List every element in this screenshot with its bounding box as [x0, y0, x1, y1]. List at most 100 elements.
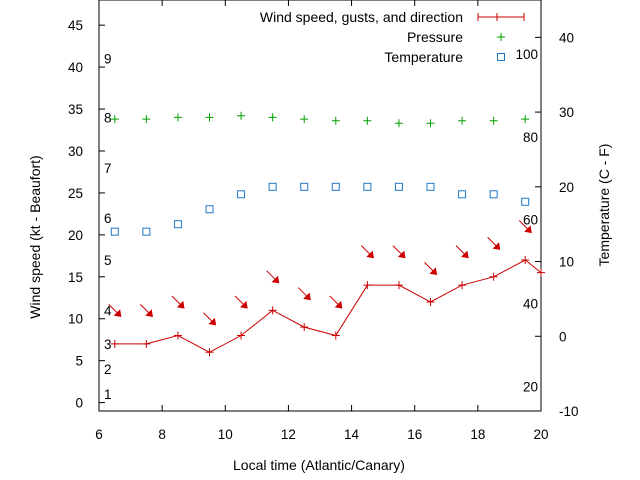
fahrenheit-label: 60	[523, 213, 538, 228]
pressure-point	[426, 119, 435, 128]
y-tick-label: 0	[75, 396, 83, 411]
beaufort-label: 3	[104, 337, 112, 352]
wind-arrow-head	[397, 250, 406, 259]
wind-arrow-head	[524, 225, 532, 234]
y-axis-label: Wind speed (kt - Beaufort)	[27, 155, 43, 318]
temperature-point	[205, 205, 214, 214]
wind-speed-point	[331, 331, 340, 340]
beaufort-label: 5	[104, 253, 112, 268]
x-tick-label: 16	[407, 427, 422, 442]
wind-direction-arrow	[329, 295, 343, 309]
wind-direction-arrow	[203, 312, 217, 326]
fahrenheit-label: 100	[515, 47, 538, 62]
fahrenheit-label: 20	[523, 379, 538, 394]
wind-speed-point	[489, 272, 498, 281]
temperature-point	[363, 182, 372, 191]
y-tick-label: 10	[68, 312, 83, 327]
y2-tick-label: 20	[559, 180, 574, 195]
pressure-point	[521, 115, 530, 124]
wind-arrow-head	[176, 300, 185, 309]
wind-speed-point	[110, 339, 119, 348]
pressure-point	[489, 116, 498, 125]
wind-speed-point	[173, 331, 182, 340]
wind-speed-point	[237, 331, 246, 340]
beaufort-label: 2	[104, 362, 112, 377]
temperature-point	[331, 182, 340, 191]
fahrenheit-label: 80	[523, 130, 538, 145]
wind-arrow-head	[113, 309, 122, 317]
wind-arrow-head	[366, 250, 374, 259]
legend-temperature-label: Temperature	[384, 49, 463, 65]
temperature-point	[268, 182, 277, 191]
legend-wind-label: Wind speed, gusts, and direction	[260, 9, 463, 25]
legend-wind-ticks	[477, 13, 525, 21]
y2-tick-label: -10	[559, 404, 579, 419]
beaufort-label: 4	[104, 303, 112, 318]
beaufort-label: 7	[104, 161, 112, 176]
y-tick-label: 40	[68, 60, 83, 75]
wind-speed-point	[521, 256, 530, 265]
wind-arrow-head	[145, 309, 153, 317]
wind-direction-arrow	[424, 262, 438, 276]
wind-direction-arrow	[455, 245, 469, 259]
temperature-point	[173, 220, 182, 229]
x-tick-label: 6	[95, 427, 103, 442]
temperature-point	[110, 227, 119, 236]
wind-speed-point	[537, 268, 545, 277]
plot-frame	[98, 0, 542, 412]
legend-pressure-label: Pressure	[407, 29, 463, 45]
wind-arrow-head	[461, 250, 469, 259]
pressure-point	[237, 111, 246, 120]
pressure-point	[173, 113, 182, 122]
wind-direction-arrow	[266, 270, 280, 284]
wind-arrow-head	[492, 242, 501, 250]
axis-ticks: 6 8 10 12 14 16 18 20051015202530354045-1001020…	[68, 0, 579, 442]
legend-temperature-swatch	[497, 53, 505, 61]
beaufort-label: 6	[104, 211, 112, 226]
y2-axis-label: Temperature (C - F)	[596, 144, 612, 267]
temperature-point	[237, 190, 246, 199]
pressure-point	[458, 116, 467, 125]
wind-direction-arrow	[297, 287, 311, 301]
wind-direction-arrow	[108, 303, 122, 317]
x-tick-label: 14	[344, 427, 360, 442]
temperature-point	[394, 182, 403, 191]
legend: Wind speed, gusts, and direction Pressure…	[260, 9, 525, 65]
temperature-point	[426, 182, 435, 191]
wind-direction-arrow	[518, 220, 532, 234]
wind-direction-arrow	[487, 236, 501, 250]
temperature-point	[142, 227, 151, 236]
x-tick-label: 12	[281, 427, 296, 442]
wind-arrow-head	[271, 275, 280, 284]
wind-speed-point	[268, 306, 277, 315]
beaufort-label: 1	[104, 387, 112, 402]
y2-tick-label: 0	[559, 329, 567, 344]
beaufort-label: 8	[104, 110, 112, 125]
pressure-point	[142, 115, 151, 124]
wind-direction-arrow	[140, 303, 153, 317]
wind-speed-point	[426, 297, 435, 306]
fahrenheit-label: 40	[523, 296, 538, 311]
data-marks	[108, 111, 545, 357]
temperature-point	[458, 190, 467, 199]
y2-tick-label: 40	[559, 30, 574, 45]
legend-pressure-swatch	[497, 33, 505, 41]
temperature-point	[300, 182, 309, 191]
y-tick-label: 15	[68, 270, 83, 285]
wind-direction-arrow	[171, 295, 185, 309]
wind-arrow-head	[429, 267, 438, 276]
x-tick-label: 8	[158, 427, 166, 442]
pressure-point	[110, 115, 119, 124]
wind-direction-arrow	[392, 245, 406, 259]
wind-arrow-head	[208, 317, 217, 326]
wind-arrow-head	[303, 292, 311, 301]
y2-tick-label: 10	[559, 255, 574, 270]
y-tick-label: 5	[75, 354, 83, 369]
wind-direction-arrow	[361, 245, 374, 259]
wind-direction-arrow	[234, 295, 248, 309]
beaufort-label: 9	[104, 52, 112, 67]
wind-arrow-head	[240, 300, 248, 309]
temperature-point	[521, 197, 530, 206]
y2-tick-label: 30	[559, 105, 574, 120]
